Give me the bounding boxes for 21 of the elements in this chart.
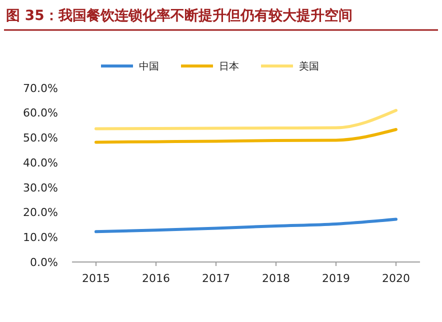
y-tick-label: 70.0% — [23, 82, 58, 95]
line-series — [94, 108, 398, 130]
chart-title: 图 35：我国餐饮连锁化率不断提升但仍有较大提升空间 — [6, 7, 352, 24]
legend-label: 中国 — [139, 60, 159, 72]
y-tick-label: 20.0% — [23, 206, 58, 220]
y-tick-label: 10.0% — [23, 230, 58, 244]
y-tick-label: 50.0% — [23, 132, 58, 145]
x-tick-label: 2015 — [82, 272, 110, 285]
legend-label: 日本 — [219, 60, 239, 72]
x-tick-label: 2016 — [142, 272, 170, 285]
x-tick-label: 2017 — [202, 272, 230, 285]
x-tick-label: 2019 — [322, 272, 350, 285]
line-series — [94, 218, 398, 234]
line-series — [94, 128, 398, 144]
x-tick-label: 2020 — [382, 272, 410, 285]
y-tick-label: 0.0% — [30, 256, 58, 269]
y-tick-label: 30.0% — [23, 181, 58, 194]
legend-label: 美国 — [299, 60, 319, 72]
x-tick-label: 2018 — [262, 272, 290, 285]
y-tick-label: 40.0% — [23, 156, 58, 170]
y-tick-label: 60.0% — [23, 106, 58, 120]
